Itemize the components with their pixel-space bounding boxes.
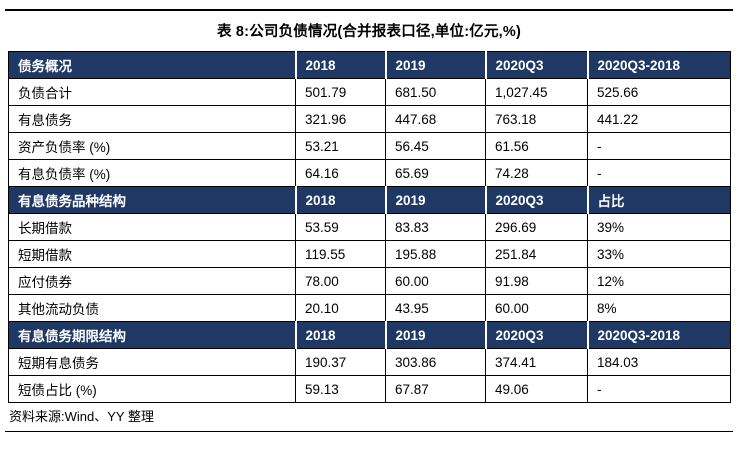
value-cell: 61.56	[485, 132, 588, 160]
row-label-cell: 负债合计	[8, 78, 296, 106]
column-header-cell: 2019	[384, 186, 486, 214]
value-cell: 60.00	[385, 267, 486, 295]
value-cell: 525.66	[587, 78, 731, 106]
value-cell: 195.88	[385, 240, 486, 268]
value-cell: 64.16	[295, 159, 386, 187]
value-cell: 39%	[587, 213, 731, 241]
value-cell: 296.69	[485, 213, 588, 241]
value-cell: 8%	[587, 294, 731, 322]
value-cell: -	[587, 132, 731, 160]
column-header-cell: 2020Q3-2018	[586, 51, 731, 79]
value-cell: 53.59	[295, 213, 386, 241]
row-label-cell: 有息债务	[8, 105, 296, 133]
value-cell: 59.13	[295, 375, 386, 403]
section-header-row: 有息债务期限结构 2018 2019 2020Q3 2020Q3-2018	[8, 321, 731, 349]
table-row: 短债占比 (%) 59.13 67.87 49.06 -	[8, 375, 731, 403]
table-title: 表 8:公司负债情况(合并报表口径,单位:亿元,%)	[216, 24, 522, 40]
section-header-row: 债务概况 2018 2019 2020Q3 2020Q3-2018	[8, 51, 731, 79]
debt-overview-table: 债务概况 2018 2019 2020Q3 2020Q3-2018 负债合计 5…	[8, 51, 731, 403]
value-cell: 447.68	[385, 105, 486, 133]
value-cell: 53.21	[295, 132, 386, 160]
table-row: 长期借款 53.59 83.83 296.69 39%	[8, 213, 731, 241]
value-cell: 441.22	[587, 105, 731, 133]
row-label-cell: 应付债券	[8, 267, 296, 295]
value-cell: 184.03	[587, 348, 731, 376]
bottom-divider	[5, 431, 733, 432]
table-row: 有息负债率 (%) 64.16 65.69 74.28 -	[8, 159, 731, 187]
column-header-cell: 2018	[294, 321, 386, 349]
value-cell: 67.87	[385, 375, 486, 403]
column-header-cell: 2018	[294, 51, 386, 79]
column-header-cell: 2018	[294, 186, 386, 214]
column-header-cell: 2020Q3-2018	[586, 321, 731, 349]
row-label-cell: 有息负债率 (%)	[8, 159, 296, 187]
value-cell: 49.06	[485, 375, 588, 403]
section-header-row: 有息债务品种结构 2018 2019 2020Q3 占比	[8, 186, 731, 214]
value-cell: 251.84	[485, 240, 588, 268]
column-header-cell: 2020Q3	[484, 51, 588, 79]
value-cell: 321.96	[295, 105, 386, 133]
table-row: 其他流动负债 20.10 43.95 60.00 8%	[8, 294, 731, 322]
value-cell: 91.98	[485, 267, 588, 295]
value-cell: 190.37	[295, 348, 386, 376]
value-cell: 60.00	[485, 294, 588, 322]
table-row: 有息债务 321.96 447.68 763.18 441.22	[8, 105, 731, 133]
value-cell: 65.69	[385, 159, 486, 187]
value-cell: 78.00	[295, 267, 386, 295]
row-label-cell: 短期借款	[8, 240, 296, 268]
table-row: 资产负债率 (%) 53.21 56.45 61.56 -	[8, 132, 731, 160]
table-row: 短期借款 119.55 195.88 251.84 33%	[8, 240, 731, 268]
column-header-cell: 2019	[384, 51, 486, 79]
column-header-cell: 占比	[586, 186, 731, 214]
section-title-cell: 有息债务品种结构	[8, 186, 296, 214]
column-header-cell: 2019	[384, 321, 486, 349]
value-cell: 1,027.45	[485, 78, 588, 106]
value-cell: 43.95	[385, 294, 486, 322]
value-cell: 74.28	[485, 159, 588, 187]
value-cell: 20.10	[295, 294, 386, 322]
value-cell: 33%	[587, 240, 731, 268]
section-title-cell: 债务概况	[8, 51, 296, 79]
column-header-cell: 2020Q3	[484, 321, 588, 349]
row-label-cell: 资产负债率 (%)	[8, 132, 296, 160]
row-label-cell: 短期有息债务	[8, 348, 296, 376]
value-cell: -	[587, 375, 731, 403]
value-cell: 83.83	[385, 213, 486, 241]
value-cell: 501.79	[295, 78, 386, 106]
value-cell: -	[587, 159, 731, 187]
value-cell: 119.55	[295, 240, 386, 268]
section-title-cell: 有息债务期限结构	[8, 321, 296, 349]
source-note: 资料来源:Wind、YY 整理	[9, 409, 154, 424]
row-label-cell: 其他流动负债	[8, 294, 296, 322]
value-cell: 681.50	[385, 78, 486, 106]
table-row: 短期有息债务 190.37 303.86 374.41 184.03	[8, 348, 731, 376]
top-divider	[5, 9, 733, 11]
value-cell: 763.18	[485, 105, 588, 133]
row-label-cell: 短债占比 (%)	[8, 375, 296, 403]
value-cell: 56.45	[385, 132, 486, 160]
table-row: 负债合计 501.79 681.50 1,027.45 525.66	[8, 78, 731, 106]
value-cell: 374.41	[485, 348, 588, 376]
value-cell: 12%	[587, 267, 731, 295]
row-label-cell: 长期借款	[8, 213, 296, 241]
column-header-cell: 2020Q3	[484, 186, 588, 214]
table-row: 应付债券 78.00 60.00 91.98 12%	[8, 267, 731, 295]
value-cell: 303.86	[385, 348, 486, 376]
